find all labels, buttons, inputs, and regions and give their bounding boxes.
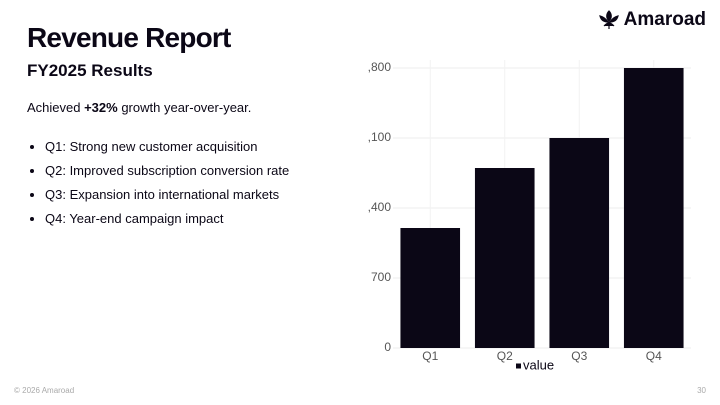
title: Revenue Report <box>27 22 231 53</box>
y-tick-label: 700 <box>371 270 391 284</box>
bullet: Q4: Year-end campaign impact <box>45 211 289 226</box>
bullet: Q1: Strong new customer acquisition <box>45 139 289 154</box>
legend-swatch <box>516 363 521 369</box>
subtitle: FY2025 Results <box>27 61 153 80</box>
bar <box>623 68 684 348</box>
brand-logo <box>598 10 619 29</box>
x-tick-label: Q3 <box>571 349 587 363</box>
summary: Achieved +32% growth year-over-year. <box>27 100 251 115</box>
footer: © 2026 Amaroad <box>14 386 75 395</box>
brand-name: Amaroad <box>623 9 706 30</box>
x-tick-label: Q1 <box>422 349 438 363</box>
bullet: Q3: Expansion into international markets <box>45 187 289 202</box>
x-tick-label: Q4 <box>646 349 662 363</box>
y-tick-label: 2,100 <box>361 130 391 144</box>
bar <box>474 168 535 348</box>
y-tick-labels: 0 700 1,400 2,100 2,800 <box>361 60 391 354</box>
y-tick-label: 1,400 <box>361 200 391 214</box>
summary-text: Achieved <box>27 100 85 115</box>
y-tick-label: 0 <box>384 340 391 354</box>
brand: Amaroad <box>598 9 706 31</box>
bullet: Q2: Improved subscription conversion rat… <box>45 163 289 178</box>
summary-highlight: +32% <box>84 100 118 115</box>
bullet-list: Q1: Strong new customer acquisition Q2: I… <box>27 139 289 235</box>
bar <box>400 228 461 348</box>
y-tick-label: 2,800 <box>361 60 391 74</box>
summary-text: growth year-over-year. <box>117 100 252 115</box>
page-number: 30 <box>697 386 706 395</box>
x-tick-label: Q2 <box>497 349 513 363</box>
legend-label: value <box>523 357 554 372</box>
bar <box>549 138 610 348</box>
